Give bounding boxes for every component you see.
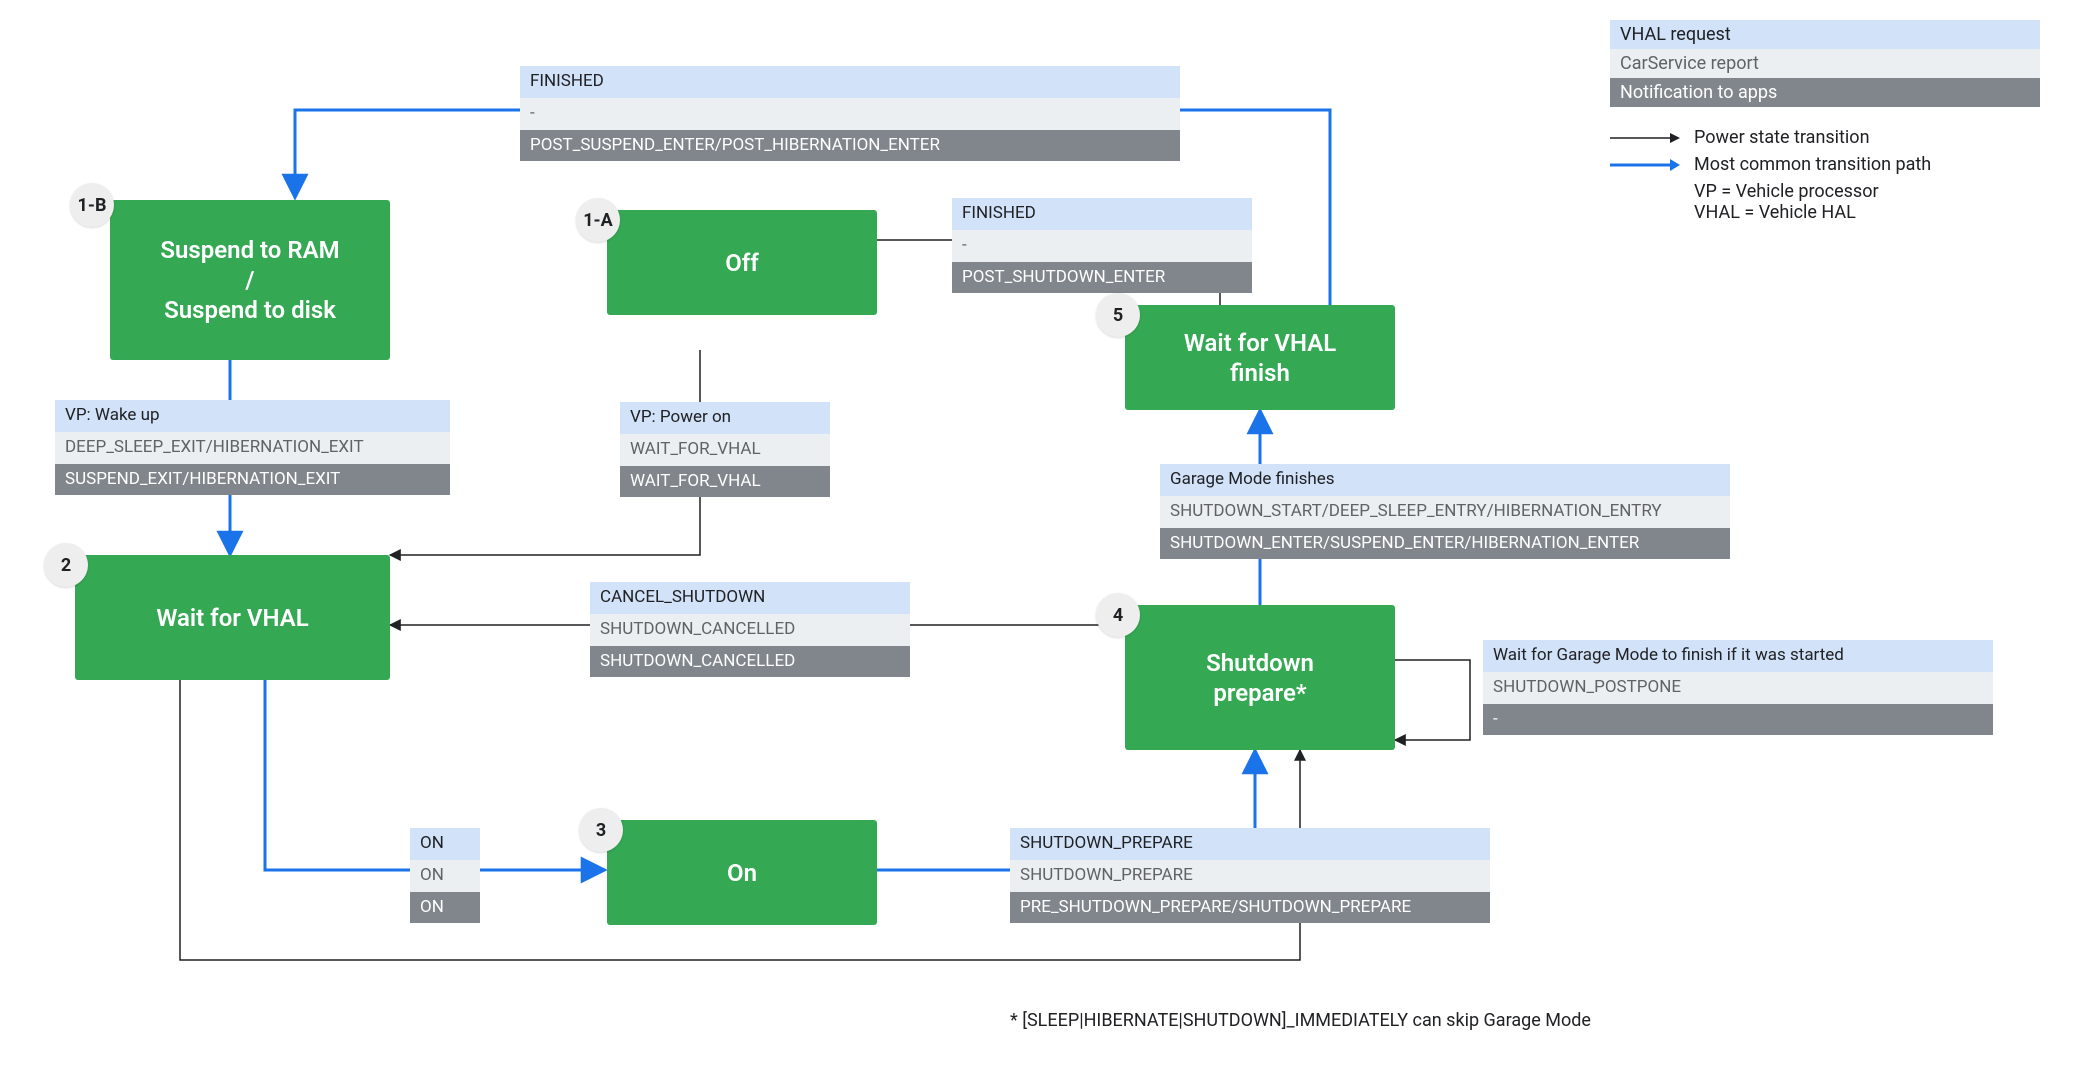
msg-wakeup-vhal: VP: Wake up — [55, 400, 450, 432]
legend-line-blue: Most common transition path — [1610, 154, 2040, 175]
msg-poweron-note: WAIT_FOR_VHAL — [620, 466, 830, 498]
msg-shutdown-prepare: SHUTDOWN_PREPARE SHUTDOWN_PREPARE PRE_SH… — [1010, 828, 1490, 923]
msg-garage-done: Garage Mode finishes SHUTDOWN_START/DEEP… — [1160, 464, 1730, 559]
legend: VHAL request CarService report Notificat… — [1610, 20, 2040, 223]
legend-note: Notification to apps — [1610, 78, 2040, 107]
msg-cancel-vhal: CANCEL_SHUTDOWN — [590, 582, 910, 614]
legend-blue-arrow-label: Most common transition path — [1694, 154, 1931, 175]
legend-color-box: VHAL request CarService report Notificat… — [1610, 20, 2040, 107]
node-wait-label: Wait for VHAL — [156, 603, 308, 633]
node-prepare-label: Shutdown prepare* — [1206, 648, 1314, 708]
msg-cancel-note: SHUTDOWN_CANCELLED — [590, 646, 910, 678]
badge-2: 2 — [44, 543, 88, 587]
msg-sp-note: PRE_SHUTDOWN_PREPARE/SHUTDOWN_PREPARE — [1010, 892, 1490, 924]
msg-wakeup-csr: DEEP_SLEEP_EXIT/HIBERNATION_EXIT — [55, 432, 450, 464]
node-on: On — [607, 820, 877, 925]
msg-pp-vhal: Wait for Garage Mode to finish if it was… — [1483, 640, 1993, 672]
legend-vhal: VHAL request — [1610, 20, 2040, 49]
msg-off-finished-note: POST_SHUTDOWN_ENTER — [952, 262, 1252, 294]
msg-poweron-csr: WAIT_FOR_VHAL — [620, 434, 830, 466]
msg-sp-csr: SHUTDOWN_PREPARE — [1010, 860, 1490, 892]
badge-1b: 1-B — [70, 183, 114, 227]
badge-4-text: 4 — [1113, 605, 1123, 626]
diagram-canvas: 1-B Suspend to RAM / Suspend to disk 1-A… — [0, 0, 2076, 1074]
msg-on: ON ON ON — [410, 828, 480, 923]
legend-vp: VP = Vehicle processor — [1694, 181, 2040, 202]
msg-top-finished-vhal: FINISHED — [520, 66, 1180, 98]
badge-3: 3 — [579, 808, 623, 852]
arrow-black-icon — [1610, 131, 1680, 145]
legend-abbrev: VP = Vehicle processor VHAL = Vehicle HA… — [1694, 181, 2040, 223]
msg-pp-note: - — [1483, 704, 1993, 736]
node-suspend-label: Suspend to RAM / Suspend to disk — [160, 235, 339, 325]
edge-prepare-selfloop — [1395, 660, 1470, 740]
msg-wakeup: VP: Wake up DEEP_SLEEP_EXIT/HIBERNATION_… — [55, 400, 450, 495]
badge-1b-text: 1-B — [78, 195, 107, 216]
msg-off-finished-csr: - — [952, 230, 1252, 262]
msg-top-finished: FINISHED - POST_SUSPEND_ENTER/POST_HIBER… — [520, 66, 1180, 161]
msg-cancel-csr: SHUTDOWN_CANCELLED — [590, 614, 910, 646]
msg-sp-vhal: SHUTDOWN_PREPARE — [1010, 828, 1490, 860]
legend-line-black: Power state transition — [1610, 127, 2040, 148]
msg-postpone: Wait for Garage Mode to finish if it was… — [1483, 640, 1993, 735]
arrow-blue-icon — [1610, 158, 1680, 172]
node-finish-label: Wait for VHAL finish — [1184, 328, 1336, 388]
msg-on-vhal: ON — [410, 828, 480, 860]
msg-poweron-vhal: VP: Power on — [620, 402, 830, 434]
badge-3-text: 3 — [596, 820, 606, 841]
msg-cancel: CANCEL_SHUTDOWN SHUTDOWN_CANCELLED SHUTD… — [590, 582, 910, 677]
msg-pp-csr: SHUTDOWN_POSTPONE — [1483, 672, 1993, 704]
node-off: Off — [607, 210, 877, 315]
msg-on-note: ON — [410, 892, 480, 924]
legend-csr: CarService report — [1610, 49, 2040, 78]
msg-off-finished-vhal: FINISHED — [952, 198, 1252, 230]
badge-5: 5 — [1096, 293, 1140, 337]
msg-on-csr: ON — [410, 860, 480, 892]
node-wait-finish: Wait for VHAL finish — [1125, 305, 1395, 410]
badge-2-text: 2 — [61, 555, 71, 576]
msg-gd-vhal: Garage Mode finishes — [1160, 464, 1730, 496]
node-on-label: On — [727, 858, 757, 888]
msg-wakeup-note: SUSPEND_EXIT/HIBERNATION_EXIT — [55, 464, 450, 496]
node-shutdown-prepare: Shutdown prepare* — [1125, 605, 1395, 750]
node-wait-vhal: Wait for VHAL — [75, 555, 390, 680]
badge-1a-text: 1-A — [583, 210, 613, 231]
msg-gd-csr: SHUTDOWN_START/DEEP_SLEEP_ENTRY/HIBERNAT… — [1160, 496, 1730, 528]
node-suspend: Suspend to RAM / Suspend to disk — [110, 200, 390, 360]
badge-1a: 1-A — [576, 198, 620, 242]
footnote: * [SLEEP|HIBERNATE|SHUTDOWN]_IMMEDIATELY… — [1010, 1010, 1591, 1031]
msg-top-finished-note: POST_SUSPEND_ENTER/POST_HIBERNATION_ENTE… — [520, 130, 1180, 162]
msg-off-finished: FINISHED - POST_SHUTDOWN_ENTER — [952, 198, 1252, 293]
node-off-label: Off — [725, 248, 759, 278]
msg-gd-note: SHUTDOWN_ENTER/SUSPEND_ENTER/HIBERNATION… — [1160, 528, 1730, 560]
badge-4: 4 — [1096, 593, 1140, 637]
legend-black-arrow-label: Power state transition — [1694, 127, 1870, 148]
msg-top-finished-csr: - — [520, 98, 1180, 130]
badge-5-text: 5 — [1113, 305, 1123, 326]
legend-vhal-abbrev: VHAL = Vehicle HAL — [1694, 202, 2040, 223]
msg-poweron: VP: Power on WAIT_FOR_VHAL WAIT_FOR_VHAL — [620, 402, 830, 497]
